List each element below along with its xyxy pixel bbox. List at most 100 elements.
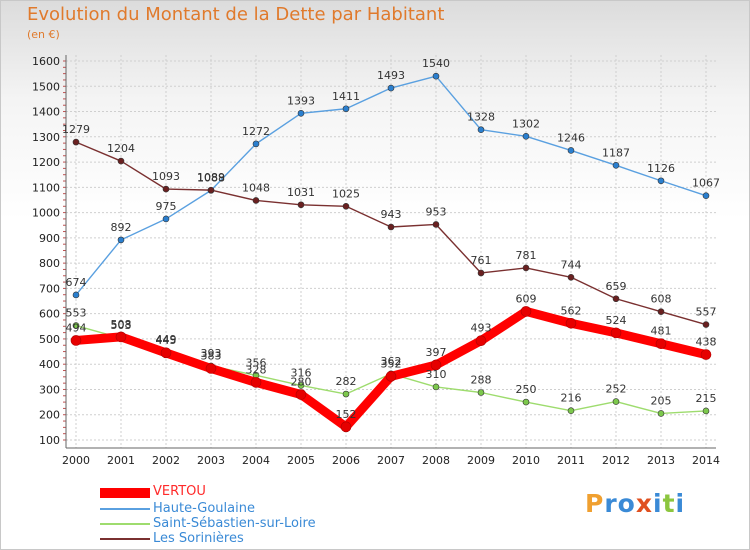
data-label-les-sorinieres: 744 xyxy=(561,258,582,271)
data-point-vertou xyxy=(520,306,532,317)
data-label-saint-sebastien-sur-loire: 553 xyxy=(66,307,87,320)
data-label-les-sorinieres: 659 xyxy=(606,280,627,293)
data-point-les-sorinieres xyxy=(567,273,575,281)
data-point-haute-goulaine xyxy=(477,126,485,134)
legend-label-vertou: VERTOU xyxy=(153,484,206,499)
data-label-saint-sebastien-sur-loire: 362 xyxy=(381,355,402,368)
data-point-les-sorinieres xyxy=(522,264,530,272)
y-tick-label: 100 xyxy=(39,434,60,447)
data-label-saint-sebastien-sur-loire: 393 xyxy=(201,347,222,360)
data-label-saint-sebastien-sur-loire: 216 xyxy=(561,392,582,405)
y-tick-label: 300 xyxy=(39,383,60,396)
x-tick-label: 2008 xyxy=(422,454,450,467)
data-label-saint-sebastien-sur-loire: 356 xyxy=(246,356,267,369)
data-label-haute-goulaine: 1246 xyxy=(557,131,585,144)
data-point-haute-goulaine xyxy=(162,215,170,223)
data-point-haute-goulaine xyxy=(522,132,530,140)
y-tick-label: 1500 xyxy=(32,80,60,93)
data-label-haute-goulaine: 1411 xyxy=(332,90,360,103)
x-tick-label: 2000 xyxy=(62,454,90,467)
data-label-saint-sebastien-sur-loire: 316 xyxy=(291,366,312,379)
data-label-vertou: 397 xyxy=(426,346,447,359)
y-tick-label: 1400 xyxy=(32,106,60,119)
data-label-saint-sebastien-sur-loire: 310 xyxy=(426,368,447,381)
data-point-les-sorinieres xyxy=(207,186,215,194)
data-point-haute-goulaine xyxy=(342,105,350,113)
data-point-saint-sebastien-sur-loire xyxy=(567,407,575,414)
data-label-les-sorinieres: 1089 xyxy=(197,171,225,184)
data-label-vertou: 524 xyxy=(606,314,627,327)
data-label-saint-sebastien-sur-loire: 252 xyxy=(606,383,627,396)
y-tick-label: 700 xyxy=(39,282,60,295)
data-label-les-sorinieres: 1204 xyxy=(107,142,135,155)
data-point-vertou xyxy=(700,349,712,360)
data-label-haute-goulaine: 1088 xyxy=(197,171,225,184)
data-label-saint-sebastien-sur-loire: 282 xyxy=(336,375,357,388)
data-point-les-sorinieres xyxy=(702,321,710,328)
x-tick-label: 2003 xyxy=(197,454,225,467)
data-label-saint-sebastien-sur-loire: 250 xyxy=(516,383,537,396)
x-tick-label: 2013 xyxy=(647,454,675,467)
y-tick-label: 500 xyxy=(39,333,60,346)
data-point-les-sorinieres xyxy=(657,308,665,315)
data-label-les-sorinieres: 608 xyxy=(651,293,672,306)
data-point-saint-sebastien-sur-loire xyxy=(612,398,620,405)
x-tick-label: 2012 xyxy=(602,454,630,467)
data-label-vertou: 508 xyxy=(111,318,132,331)
data-point-les-sorinieres xyxy=(252,197,260,204)
x-tick-label: 2005 xyxy=(287,454,315,467)
data-point-haute-goulaine xyxy=(612,162,620,169)
data-point-haute-goulaine xyxy=(567,147,575,154)
data-point-haute-goulaine xyxy=(432,72,440,80)
data-point-les-sorinieres xyxy=(72,138,80,146)
data-label-saint-sebastien-sur-loire: 288 xyxy=(471,373,492,386)
x-tick-label: 2010 xyxy=(512,454,540,467)
data-point-saint-sebastien-sur-loire xyxy=(657,410,665,417)
data-label-vertou: 438 xyxy=(696,336,717,349)
data-point-haute-goulaine xyxy=(657,177,665,185)
proxiti-logo: Proxiti xyxy=(585,489,686,518)
data-label-haute-goulaine: 1302 xyxy=(512,117,540,130)
legend-label-haute-goulaine: Haute-Goulaine xyxy=(153,501,255,516)
chart-title: Evolution du Montant de la Dette par Hab… xyxy=(27,4,445,25)
data-label-haute-goulaine: 892 xyxy=(111,221,132,234)
data-label-haute-goulaine: 1187 xyxy=(602,146,630,159)
data-point-saint-sebastien-sur-loire xyxy=(342,390,350,398)
data-label-haute-goulaine: 674 xyxy=(66,276,87,289)
data-label-vertou: 609 xyxy=(516,292,537,305)
data-point-les-sorinieres xyxy=(432,221,440,228)
data-point-vertou xyxy=(250,377,262,388)
data-label-haute-goulaine: 1067 xyxy=(692,177,720,190)
data-point-les-sorinieres xyxy=(162,185,170,193)
x-tick-label: 2014 xyxy=(692,454,720,467)
data-point-les-sorinieres xyxy=(612,295,620,303)
data-labels: 674 892 975 1088 1272 1393 1411 1493 1540 1328 130… xyxy=(62,57,720,421)
data-point-les-sorinieres xyxy=(387,223,395,231)
data-point-saint-sebastien-sur-loire xyxy=(477,389,485,396)
x-tick-label: 2002 xyxy=(152,454,180,467)
legend-swatch-haute-goulaine xyxy=(100,508,150,510)
data-point-haute-goulaine xyxy=(117,236,125,244)
data-point-vertou xyxy=(205,363,217,374)
data-point-vertou xyxy=(610,327,622,339)
y-tick-label: 400 xyxy=(39,358,60,371)
data-label-les-sorinieres: 953 xyxy=(426,205,447,218)
data-label-haute-goulaine: 1272 xyxy=(242,125,270,138)
data-point-vertou xyxy=(385,371,397,382)
y-tick-label: 600 xyxy=(39,308,60,321)
data-label-saint-sebastien-sur-loire: 503 xyxy=(111,319,132,332)
data-point-saint-sebastien-sur-loire xyxy=(702,407,710,415)
data-point-haute-goulaine xyxy=(702,192,710,199)
data-label-les-sorinieres: 943 xyxy=(381,208,402,221)
y-tick-label: 1200 xyxy=(32,156,60,169)
y-tick-label: 200 xyxy=(39,409,60,422)
data-label-les-sorinieres: 1025 xyxy=(332,187,360,200)
data-label-les-sorinieres: 761 xyxy=(471,254,492,267)
y-tick-label: 1300 xyxy=(32,131,60,144)
data-point-haute-goulaine xyxy=(252,140,260,148)
legend-swatch-saint-sebastien xyxy=(100,523,150,525)
data-point-vertou xyxy=(655,338,667,350)
data-point-saint-sebastien-sur-loire xyxy=(522,398,530,406)
